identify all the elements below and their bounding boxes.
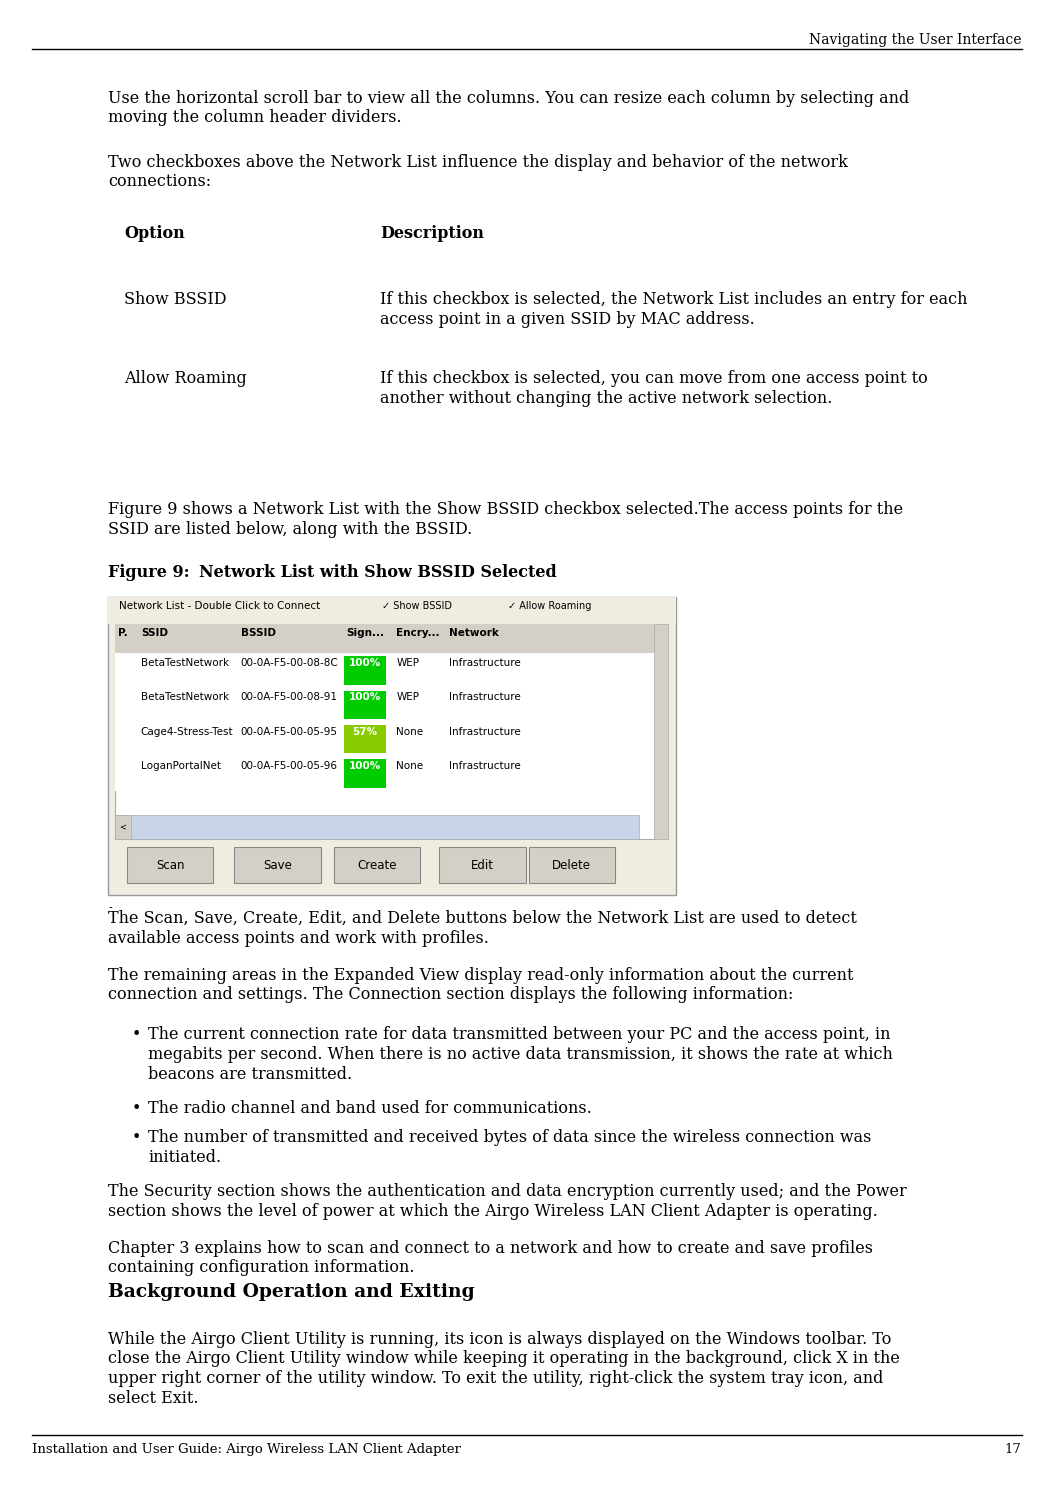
Text: Infrastructure: Infrastructure [449, 692, 520, 703]
Text: LoganPortalNet: LoganPortalNet [141, 761, 221, 771]
Text: 100%: 100% [349, 761, 380, 771]
Text: Create: Create [357, 859, 397, 871]
Text: 00-0A-F5-00-08-91: 00-0A-F5-00-08-91 [241, 692, 337, 703]
Text: Navigating the User Interface: Navigating the User Interface [809, 33, 1022, 46]
Text: Cage4-Stress-Test: Cage4-Stress-Test [141, 727, 233, 737]
Text: Two checkboxes above the Network List influence the display and behavior of the : Two checkboxes above the Network List in… [108, 154, 848, 191]
FancyBboxPatch shape [115, 624, 656, 653]
Text: 00-0A-F5-00-08-8C: 00-0A-F5-00-08-8C [241, 658, 338, 668]
Text: Network List with Show BSSID Selected: Network List with Show BSSID Selected [199, 564, 556, 580]
Text: Sign...: Sign... [346, 628, 384, 639]
Text: None: None [396, 727, 424, 737]
FancyBboxPatch shape [127, 847, 213, 883]
FancyBboxPatch shape [115, 815, 131, 839]
Text: The current connection rate for data transmitted between your PC and the access : The current connection rate for data tra… [148, 1026, 893, 1083]
Text: WEP: WEP [396, 692, 419, 703]
Text: 100%: 100% [349, 658, 380, 668]
Text: •: • [131, 1026, 141, 1043]
Text: None: None [396, 761, 424, 771]
Text: 17: 17 [1005, 1443, 1022, 1456]
Text: Network: Network [449, 628, 498, 639]
FancyBboxPatch shape [334, 847, 420, 883]
FancyBboxPatch shape [344, 759, 386, 788]
Text: Option: Option [124, 225, 185, 242]
Text: P.: P. [118, 628, 127, 639]
Text: <: < [120, 822, 126, 831]
Text: The number of transmitted and received bytes of data since the wireless connecti: The number of transmitted and received b… [148, 1129, 871, 1167]
Text: ✓ Show BSSID: ✓ Show BSSID [382, 601, 452, 612]
Text: Edit: Edit [471, 859, 494, 871]
Text: Network List - Double Click to Connect: Network List - Double Click to Connect [119, 601, 320, 612]
Text: BSSID: BSSID [241, 628, 275, 639]
Text: 57%: 57% [352, 727, 377, 737]
Text: WEP: WEP [396, 658, 419, 668]
Text: 00-0A-F5-00-05-95: 00-0A-F5-00-05-95 [241, 727, 337, 737]
Text: Installation and User Guide: Airgo Wireless LAN Client Adapter: Installation and User Guide: Airgo Wirel… [32, 1443, 460, 1456]
FancyBboxPatch shape [654, 624, 668, 839]
Text: -: - [108, 903, 112, 913]
Text: The Security section shows the authentication and data encryption currently used: The Security section shows the authentic… [108, 1183, 907, 1220]
Text: Infrastructure: Infrastructure [449, 761, 520, 771]
Text: 100%: 100% [349, 692, 380, 703]
Text: •: • [131, 1100, 141, 1116]
Text: Figure 9:: Figure 9: [108, 564, 190, 580]
Text: If this checkbox is selected, you can move from one access point to
another with: If this checkbox is selected, you can mo… [380, 370, 928, 407]
Text: Use the horizontal scroll bar to view all the columns. You can resize each colum: Use the horizontal scroll bar to view al… [108, 90, 909, 127]
FancyBboxPatch shape [115, 688, 656, 722]
FancyBboxPatch shape [115, 624, 656, 839]
Text: Show BSSID: Show BSSID [124, 291, 227, 307]
FancyBboxPatch shape [108, 597, 676, 895]
FancyBboxPatch shape [234, 847, 321, 883]
Text: Delete: Delete [552, 859, 592, 871]
Text: While the Airgo Client Utility is running, its icon is always displayed on the W: While the Airgo Client Utility is runnin… [108, 1331, 900, 1407]
FancyBboxPatch shape [344, 656, 386, 685]
Text: The radio channel and band used for communications.: The radio channel and band used for comm… [148, 1100, 592, 1116]
Text: BetaTestNetwork: BetaTestNetwork [141, 692, 229, 703]
FancyBboxPatch shape [115, 756, 656, 791]
Text: Infrastructure: Infrastructure [449, 727, 520, 737]
Text: If this checkbox is selected, the Network List includes an entry for each
access: If this checkbox is selected, the Networ… [380, 291, 968, 328]
Text: Background Operation and Exiting: Background Operation and Exiting [108, 1283, 475, 1301]
Text: Allow Roaming: Allow Roaming [124, 370, 247, 386]
FancyBboxPatch shape [108, 597, 676, 624]
FancyBboxPatch shape [529, 847, 615, 883]
Text: Chapter 3 explains how to scan and connect to a network and how to create and sa: Chapter 3 explains how to scan and conne… [108, 1240, 873, 1277]
FancyBboxPatch shape [344, 691, 386, 719]
Text: The Scan, Save, Create, Edit, and Delete buttons below the Network List are used: The Scan, Save, Create, Edit, and Delete… [108, 910, 858, 947]
Text: Infrastructure: Infrastructure [449, 658, 520, 668]
FancyBboxPatch shape [115, 653, 656, 688]
FancyBboxPatch shape [439, 847, 526, 883]
Text: •: • [131, 1129, 141, 1146]
Text: ✓ Allow Roaming: ✓ Allow Roaming [508, 601, 591, 612]
FancyBboxPatch shape [115, 722, 656, 756]
Text: Figure 9 shows a Network List with the Show BSSID checkbox selected.The access p: Figure 9 shows a Network List with the S… [108, 501, 904, 539]
Text: BetaTestNetwork: BetaTestNetwork [141, 658, 229, 668]
Text: SSID: SSID [141, 628, 168, 639]
FancyBboxPatch shape [115, 815, 639, 839]
Text: Save: Save [263, 859, 292, 871]
FancyBboxPatch shape [344, 725, 386, 753]
Text: 00-0A-F5-00-05-96: 00-0A-F5-00-05-96 [241, 761, 337, 771]
Text: Description: Description [380, 225, 485, 242]
Text: Scan: Scan [156, 859, 185, 871]
Text: The remaining areas in the Expanded View display read-only information about the: The remaining areas in the Expanded View… [108, 967, 853, 1004]
Text: Encry...: Encry... [396, 628, 440, 639]
